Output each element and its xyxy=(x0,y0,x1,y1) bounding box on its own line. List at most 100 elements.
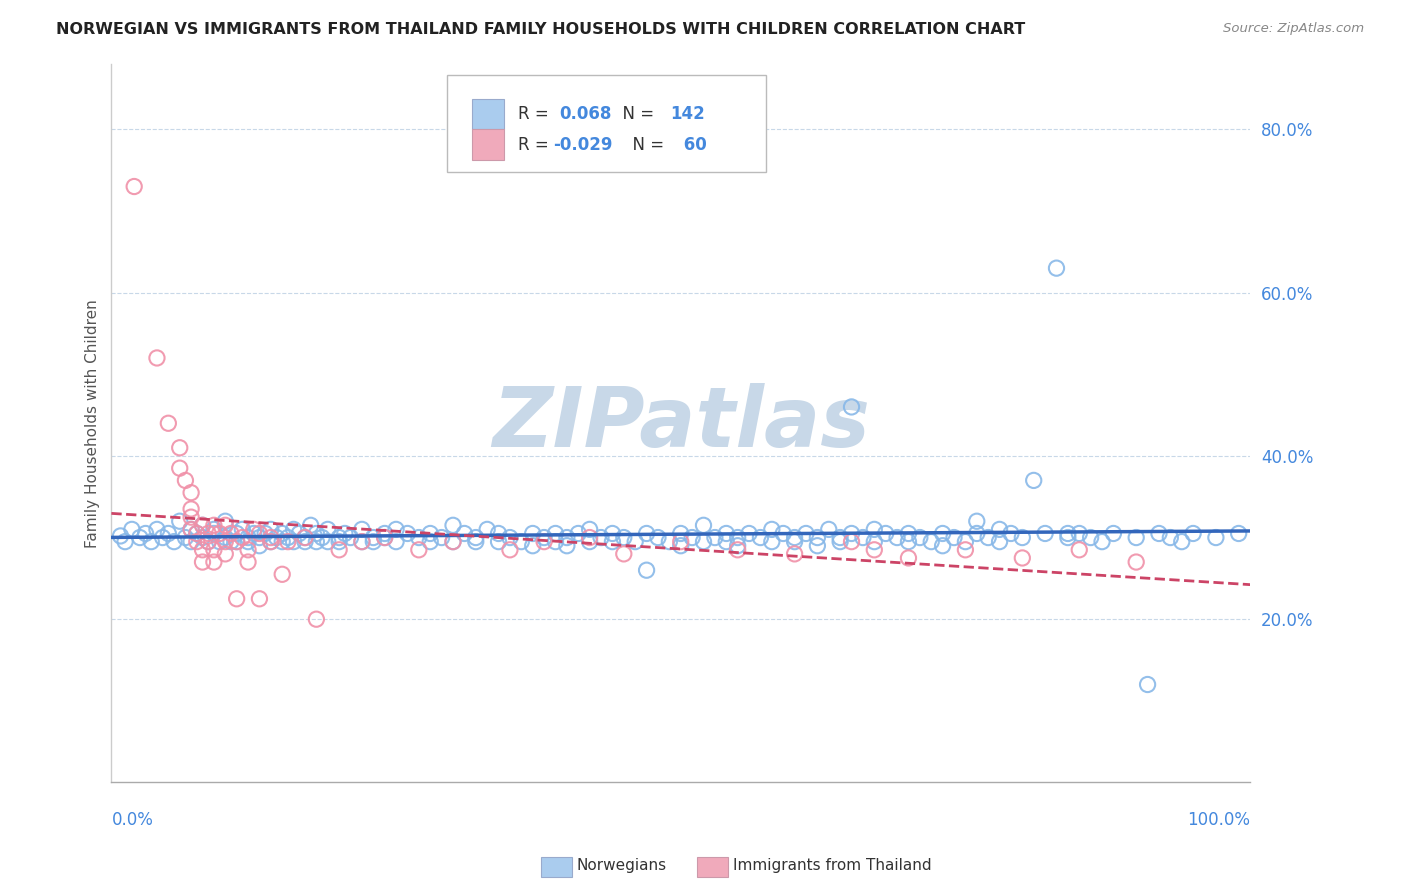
Point xyxy=(441,518,464,533)
Point xyxy=(242,526,264,541)
Point xyxy=(761,522,783,536)
Point xyxy=(214,514,236,528)
Point xyxy=(669,534,692,549)
Point xyxy=(681,531,703,545)
Point xyxy=(163,534,186,549)
Point xyxy=(219,534,242,549)
Point xyxy=(908,531,931,545)
Point xyxy=(692,518,714,533)
Point xyxy=(966,526,988,541)
Point xyxy=(231,531,253,545)
Point xyxy=(727,542,749,557)
Point xyxy=(169,441,191,455)
Point xyxy=(589,531,612,545)
Point xyxy=(419,526,441,541)
Point xyxy=(294,531,316,545)
Point xyxy=(613,547,636,561)
Point xyxy=(955,542,977,557)
Point xyxy=(602,526,624,541)
Point xyxy=(299,518,322,533)
Point xyxy=(316,534,339,549)
Point xyxy=(441,534,464,549)
Point xyxy=(225,591,247,606)
Point xyxy=(1011,531,1033,545)
Point xyxy=(396,526,419,541)
Point xyxy=(692,534,714,549)
Point xyxy=(738,526,761,541)
Point xyxy=(897,526,920,541)
Point xyxy=(186,534,208,549)
Point xyxy=(716,526,738,541)
Point xyxy=(1205,531,1227,545)
Point xyxy=(783,547,806,561)
Point xyxy=(441,534,464,549)
Point xyxy=(202,522,225,536)
Point xyxy=(920,534,942,549)
Point xyxy=(897,534,920,549)
Point xyxy=(305,526,328,541)
Point xyxy=(191,555,214,569)
Point xyxy=(350,522,373,536)
Point xyxy=(897,551,920,566)
Point xyxy=(180,522,202,536)
Point xyxy=(1125,555,1147,569)
Point xyxy=(977,531,1000,545)
Point xyxy=(328,534,350,549)
Point xyxy=(186,526,208,541)
Point xyxy=(931,539,953,553)
Point xyxy=(1011,551,1033,566)
Point xyxy=(305,534,328,549)
Point xyxy=(110,529,132,543)
Point xyxy=(794,526,817,541)
Point xyxy=(157,526,180,541)
Point xyxy=(333,526,356,541)
Text: 60: 60 xyxy=(679,136,707,153)
Point xyxy=(669,539,692,553)
Point xyxy=(806,531,828,545)
Point xyxy=(385,522,408,536)
Text: ZIPatlas: ZIPatlas xyxy=(492,383,870,464)
Point xyxy=(260,534,283,549)
Point xyxy=(1102,526,1125,541)
Point xyxy=(636,563,658,577)
Point xyxy=(146,522,169,536)
FancyBboxPatch shape xyxy=(447,75,766,172)
Point xyxy=(1033,526,1056,541)
Point xyxy=(294,531,316,545)
Point xyxy=(1069,542,1091,557)
Point xyxy=(613,531,636,545)
Point xyxy=(231,522,253,536)
Point xyxy=(533,531,555,545)
Point xyxy=(266,531,288,545)
Point xyxy=(488,534,510,549)
Point xyxy=(1080,531,1102,545)
Point xyxy=(374,526,396,541)
Point xyxy=(955,534,977,549)
Point xyxy=(817,522,839,536)
Point xyxy=(271,567,294,582)
Point xyxy=(852,531,875,545)
Point xyxy=(1136,677,1159,691)
Point xyxy=(236,542,259,557)
Text: 142: 142 xyxy=(671,104,706,122)
Point xyxy=(328,531,350,545)
Point xyxy=(555,539,578,553)
Point xyxy=(186,526,208,541)
Point xyxy=(1022,474,1045,488)
Point xyxy=(114,534,136,549)
FancyBboxPatch shape xyxy=(472,98,505,128)
Point xyxy=(249,531,271,545)
Point xyxy=(544,534,567,549)
Point xyxy=(277,531,299,545)
Y-axis label: Family Households with Children: Family Households with Children xyxy=(86,299,100,548)
Point xyxy=(242,522,264,536)
Point xyxy=(283,522,305,536)
Point xyxy=(294,534,316,549)
Point xyxy=(1057,526,1080,541)
Point xyxy=(988,534,1011,549)
Point xyxy=(544,526,567,541)
Point xyxy=(260,534,283,549)
Point xyxy=(180,502,202,516)
Point xyxy=(863,522,886,536)
Text: Source: ZipAtlas.com: Source: ZipAtlas.com xyxy=(1223,22,1364,36)
